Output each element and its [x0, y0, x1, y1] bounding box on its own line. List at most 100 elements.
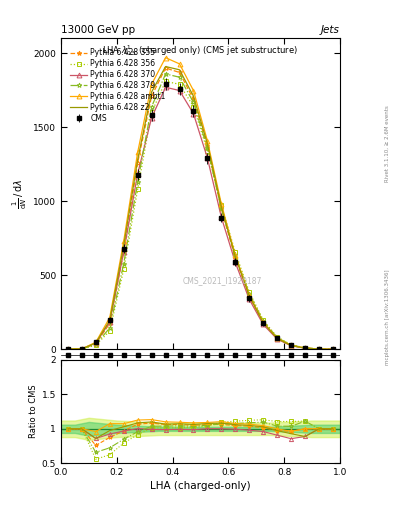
Pythia 6.428 356 — [135, 186, 140, 193]
Pythia 6.428 ambt1 — [233, 252, 238, 259]
Pythia 6.428 356 — [331, 346, 335, 352]
Pythia 6.428 379 — [275, 334, 279, 340]
Pythia 6.428 370 — [261, 322, 266, 328]
Pythia 6.428 379 — [205, 145, 210, 152]
Y-axis label: $\frac{1}{\mathrm{d}N}\,/\,\mathrm{d}\lambda$: $\frac{1}{\mathrm{d}N}\,/\,\mathrm{d}\la… — [11, 179, 29, 209]
Pythia 6.428 379 — [233, 252, 238, 259]
Pythia 6.428 z2 — [149, 89, 154, 95]
Pythia 6.428 370 — [331, 346, 335, 352]
Line: Pythia 6.428 379: Pythia 6.428 379 — [66, 72, 335, 352]
Pythia 6.428 356 — [191, 103, 196, 110]
Pythia 6.428 ambt1 — [163, 55, 168, 61]
Pythia 6.428 ambt1 — [219, 201, 224, 207]
Pythia 6.428 355 — [261, 320, 266, 326]
Pythia 6.428 355 — [331, 346, 335, 352]
Pythia 6.428 379 — [79, 346, 84, 352]
Pythia 6.428 379 — [121, 261, 126, 267]
Pythia 6.428 355 — [163, 65, 168, 71]
Pythia 6.428 355 — [205, 143, 210, 150]
Pythia 6.428 370 — [149, 115, 154, 121]
Pythia 6.428 z2 — [107, 317, 112, 324]
Line: Pythia 6.428 z2: Pythia 6.428 z2 — [68, 67, 333, 349]
X-axis label: LHA (charged-only): LHA (charged-only) — [150, 481, 251, 492]
Pythia 6.428 355 — [66, 346, 70, 352]
Pythia 6.428 z2 — [303, 345, 307, 351]
Line: Pythia 6.428 ambt1: Pythia 6.428 ambt1 — [66, 55, 335, 352]
Pythia 6.428 370 — [275, 336, 279, 342]
Pythia 6.428 355 — [289, 343, 294, 349]
Pythia 6.428 379 — [107, 325, 112, 331]
Pythia 6.428 ambt1 — [94, 339, 98, 345]
Pythia 6.428 z2 — [163, 63, 168, 70]
Pythia 6.428 z2 — [79, 346, 84, 352]
Pythia 6.428 z2 — [331, 346, 335, 352]
Pythia 6.428 356 — [275, 334, 279, 340]
Pythia 6.428 355 — [94, 340, 98, 347]
Pythia 6.428 355 — [317, 346, 321, 352]
Pythia 6.428 z2 — [289, 343, 294, 349]
Pythia 6.428 370 — [289, 343, 294, 349]
Pythia 6.428 379 — [177, 74, 182, 80]
Pythia 6.428 356 — [317, 346, 321, 352]
Pythia 6.428 z2 — [233, 254, 238, 260]
Pythia 6.428 ambt1 — [135, 150, 140, 156]
Pythia 6.428 ambt1 — [177, 61, 182, 67]
Pythia 6.428 356 — [205, 148, 210, 154]
Pythia 6.428 355 — [275, 335, 279, 342]
Pythia 6.428 ambt1 — [107, 314, 112, 321]
Text: 13000 GeV pp: 13000 GeV pp — [61, 25, 135, 35]
Pythia 6.428 356 — [66, 346, 70, 352]
Pythia 6.428 379 — [261, 318, 266, 324]
Pythia 6.428 z2 — [247, 293, 252, 299]
Pythia 6.428 z2 — [205, 141, 210, 147]
Pythia 6.428 370 — [205, 155, 210, 161]
Pythia 6.428 379 — [289, 342, 294, 348]
Pythia 6.428 355 — [177, 70, 182, 76]
Pythia 6.428 355 — [219, 206, 224, 212]
Pythia 6.428 370 — [177, 88, 182, 94]
Text: CMS_2021_I1920187: CMS_2021_I1920187 — [183, 276, 263, 285]
Pythia 6.428 355 — [233, 255, 238, 261]
Y-axis label: Ratio to CMS: Ratio to CMS — [29, 385, 37, 438]
Pythia 6.428 370 — [163, 84, 168, 90]
Pythia 6.428 356 — [149, 110, 154, 116]
Pythia 6.428 370 — [247, 296, 252, 303]
Pythia 6.428 370 — [94, 340, 98, 346]
Pythia 6.428 370 — [66, 346, 70, 352]
Pythia 6.428 370 — [233, 260, 238, 266]
Pythia 6.428 355 — [247, 293, 252, 300]
Pythia 6.428 379 — [247, 291, 252, 297]
Pythia 6.428 370 — [219, 214, 224, 220]
Pythia 6.428 355 — [149, 93, 154, 99]
Pythia 6.428 370 — [121, 249, 126, 255]
Pythia 6.428 379 — [135, 179, 140, 185]
Pythia 6.428 370 — [303, 345, 307, 351]
Pythia 6.428 379 — [317, 346, 321, 352]
Pythia 6.428 356 — [261, 317, 266, 323]
Pythia 6.428 ambt1 — [261, 319, 266, 325]
Legend: Pythia 6.428 355, Pythia 6.428 356, Pythia 6.428 370, Pythia 6.428 379, Pythia 6: Pythia 6.428 355, Pythia 6.428 356, Pyth… — [70, 49, 165, 123]
Pythia 6.428 379 — [149, 104, 154, 110]
Pythia 6.428 370 — [317, 346, 321, 352]
Pythia 6.428 379 — [94, 342, 98, 348]
Pythia 6.428 356 — [247, 289, 252, 295]
Pythia 6.428 ambt1 — [317, 346, 321, 352]
Pythia 6.428 379 — [219, 205, 224, 211]
Pythia 6.428 356 — [107, 328, 112, 334]
Text: mcplots.cern.ch [arXiv:1306.3436]: mcplots.cern.ch [arXiv:1306.3436] — [385, 270, 390, 365]
Pythia 6.428 379 — [331, 346, 335, 352]
Pythia 6.428 356 — [219, 202, 224, 208]
Pythia 6.428 356 — [121, 266, 126, 272]
Pythia 6.428 z2 — [261, 319, 266, 326]
Pythia 6.428 z2 — [191, 93, 196, 99]
Line: Pythia 6.428 355: Pythia 6.428 355 — [66, 66, 335, 352]
Pythia 6.428 z2 — [135, 157, 140, 163]
Pythia 6.428 355 — [121, 248, 126, 254]
Pythia 6.428 ambt1 — [121, 238, 126, 244]
Text: Jets: Jets — [321, 25, 340, 35]
Pythia 6.428 z2 — [317, 346, 321, 352]
Pythia 6.428 356 — [163, 78, 168, 84]
Pythia 6.428 370 — [135, 171, 140, 177]
Pythia 6.428 z2 — [177, 67, 182, 73]
Text: Rivet 3.1.10, ≥ 2.6M events: Rivet 3.1.10, ≥ 2.6M events — [385, 105, 390, 182]
